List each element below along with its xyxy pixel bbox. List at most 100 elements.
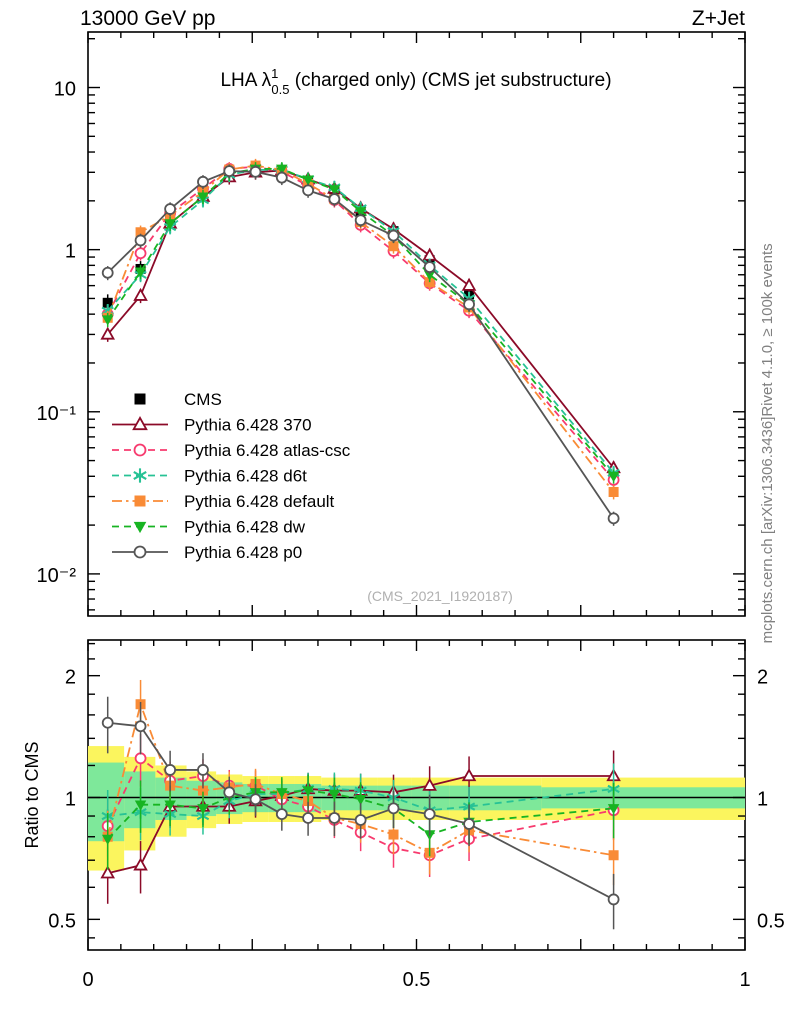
ratio-series-line bbox=[106, 756, 614, 857]
data-point-marker bbox=[423, 261, 436, 274]
data-point-marker bbox=[275, 808, 288, 820]
legend-item-pythia-6-428-default[interactable]: Pythia 6.428 default bbox=[112, 492, 335, 511]
side-label-bottom: mcplots.cern.ch [arXiv:1306.3436] bbox=[759, 417, 776, 644]
legend-item-pythia-6-428-p0[interactable]: Pythia 6.428 p0 bbox=[112, 543, 302, 562]
data-point-marker bbox=[197, 192, 209, 203]
data-point-marker bbox=[354, 795, 367, 806]
side-label-top: Rivet 4.1.0, ≥ 100k events bbox=[759, 243, 776, 416]
data-point-marker bbox=[302, 184, 314, 197]
data-point-marker bbox=[134, 495, 146, 507]
ratio-ytick-label-right: 2 bbox=[757, 667, 768, 689]
data-point-marker bbox=[101, 315, 114, 326]
data-point-marker bbox=[134, 234, 147, 247]
data-point-marker bbox=[354, 207, 367, 218]
legend-label: Pythia 6.428 default bbox=[184, 492, 335, 511]
data-point-marker bbox=[461, 277, 477, 291]
data-point-marker bbox=[354, 214, 367, 227]
data-point-marker bbox=[276, 164, 288, 175]
data-point-marker bbox=[133, 443, 147, 457]
data-point-marker bbox=[608, 850, 619, 861]
data-point-marker bbox=[302, 786, 314, 797]
data-point-marker bbox=[134, 720, 147, 733]
legend[interactable]: CMS Pythia 6.428 370 Pythia 6.428 atlas-cs… bbox=[112, 390, 351, 562]
ratio-series-pythia-6-428-p0 bbox=[101, 696, 620, 930]
legend-label: CMS bbox=[184, 390, 222, 409]
data-point-marker bbox=[328, 789, 341, 801]
legend-item-pythia-6-428-370[interactable]: Pythia 6.428 370 bbox=[112, 416, 312, 435]
data-point-marker bbox=[607, 893, 620, 906]
series-line bbox=[106, 167, 615, 477]
data-point-marker bbox=[607, 472, 620, 483]
data-point-marker bbox=[223, 786, 236, 799]
data-point-marker bbox=[197, 785, 208, 796]
analysis-id-watermark: (CMS_2021_I1920187) bbox=[367, 588, 513, 604]
data-point-marker bbox=[101, 716, 114, 729]
ratio-series-line bbox=[107, 789, 614, 840]
data-point-marker bbox=[197, 175, 209, 188]
legend-label: Pythia 6.428 dw bbox=[184, 518, 306, 537]
main-ytick-label: 1 bbox=[65, 241, 76, 263]
data-point-marker bbox=[101, 266, 114, 279]
data-point-marker bbox=[275, 171, 288, 184]
data-point-marker bbox=[607, 512, 620, 525]
xtick-label: 1 bbox=[739, 969, 750, 991]
ratio-tick-labels: 2 2 1 1 0.5 0.5 bbox=[48, 667, 785, 933]
data-point-marker bbox=[133, 287, 148, 301]
main-panel-frame bbox=[87, 31, 746, 617]
data-point-marker bbox=[132, 416, 148, 431]
xtick-label: 0 bbox=[82, 969, 93, 991]
data-point-marker bbox=[223, 165, 236, 178]
legend-label: Pythia 6.428 d6t bbox=[184, 467, 307, 486]
ratio-ytick-label-left: 0.5 bbox=[48, 910, 76, 932]
data-point-marker bbox=[134, 393, 146, 405]
data-point-marker bbox=[134, 247, 147, 260]
series-line bbox=[107, 170, 615, 519]
ratio-ytick-label-right: 0.5 bbox=[757, 910, 785, 932]
ratio-ytick-label-left: 1 bbox=[65, 789, 76, 811]
ratio-series-line bbox=[106, 701, 614, 857]
data-point-marker bbox=[101, 834, 114, 845]
main-y-tick-labels: 10 1 10⁻¹ 10⁻² bbox=[37, 79, 77, 587]
data-point-marker bbox=[463, 818, 475, 830]
data-point-marker bbox=[133, 857, 148, 871]
series-line bbox=[107, 168, 615, 474]
data-point-marker bbox=[354, 814, 367, 826]
data-point-marker bbox=[607, 804, 620, 815]
ratio-ytick-label-right: 1 bbox=[757, 789, 768, 811]
data-point-marker bbox=[328, 812, 341, 824]
data-point-marker bbox=[422, 777, 437, 791]
data-point-marker bbox=[100, 865, 115, 879]
main-ytick-label: 10⁻¹ bbox=[37, 403, 77, 425]
legend-item-pythia-6-428-atlas-csc[interactable]: Pythia 6.428 atlas-csc bbox=[112, 441, 351, 460]
main-data-series bbox=[100, 158, 621, 526]
legend-label: Pythia 6.428 370 bbox=[184, 416, 312, 435]
x-tick-labels: 0 0.5 1 bbox=[82, 969, 750, 991]
data-point-marker bbox=[134, 267, 147, 278]
data-point-marker bbox=[608, 487, 619, 498]
data-point-marker bbox=[134, 800, 147, 811]
main-ytick-label: 10 bbox=[54, 79, 76, 101]
main-axis-ticks bbox=[87, 32, 746, 616]
legend-item-pythia-6-428-d6t[interactable]: Pythia 6.428 d6t bbox=[112, 467, 307, 486]
header-right: Z+Jet bbox=[692, 7, 745, 30]
ratio-panel: 2 21 10.5 0.5 Ratio to CMS 0 0.5 1 bbox=[22, 639, 785, 991]
data-point-marker bbox=[461, 768, 477, 782]
ratio-data-series bbox=[100, 679, 621, 930]
data-point-marker bbox=[302, 175, 314, 186]
legend-item-pythia-6-428-dw[interactable]: Pythia 6.428 dw bbox=[112, 518, 306, 537]
main-ytick-label: 10⁻² bbox=[37, 565, 77, 587]
series-line bbox=[106, 164, 615, 493]
ratio-band-inner bbox=[124, 771, 156, 829]
legend-item-cms[interactable]: CMS bbox=[134, 390, 222, 409]
data-point-marker bbox=[133, 468, 147, 483]
data-point-marker bbox=[276, 788, 288, 799]
data-point-marker bbox=[102, 297, 113, 308]
data-point-marker bbox=[197, 804, 209, 815]
data-point-marker bbox=[133, 521, 147, 534]
data-point-marker bbox=[249, 793, 262, 806]
data-point-marker bbox=[100, 326, 115, 340]
data-point-marker bbox=[164, 219, 176, 230]
xtick-label: 0.5 bbox=[403, 969, 431, 991]
